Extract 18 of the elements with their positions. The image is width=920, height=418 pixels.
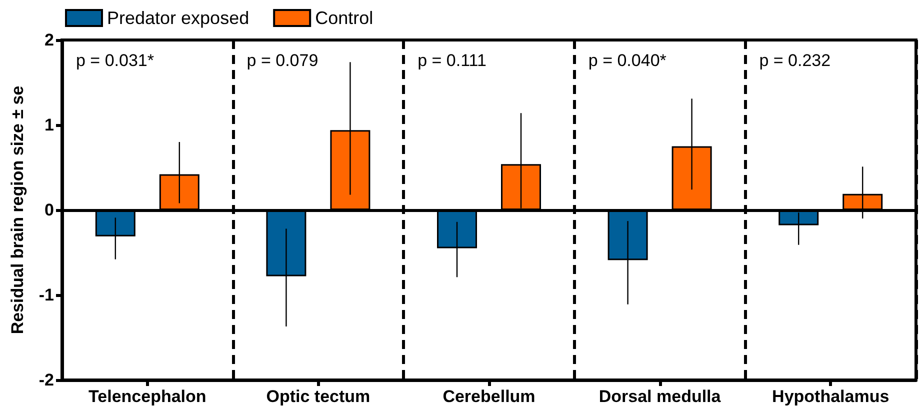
y-tick-label: -1 xyxy=(38,286,54,304)
x-tick-label: Hypothalamus xyxy=(772,387,890,406)
y-tick-label: 0 xyxy=(44,200,54,220)
x-tick-label: Optic tectum xyxy=(266,387,370,406)
y-tick-label: -2 xyxy=(38,370,54,390)
annotation: p = 0.111 xyxy=(418,51,486,70)
legend-label: Control xyxy=(315,8,374,28)
annotation: p = 0.232 xyxy=(759,51,831,70)
annotation: p = 0.040* xyxy=(588,51,667,70)
annotation: p = 0.031* xyxy=(76,51,154,70)
annotation: p = 0.079 xyxy=(246,51,318,70)
x-tick-label: Cerebellum xyxy=(442,387,536,406)
x-tick-label: Dorsal medulla xyxy=(598,387,722,406)
legend-label: Predator exposed xyxy=(107,8,250,28)
y-axis-title: Residual brain region size ± se xyxy=(8,86,27,334)
y-tick-label: 1 xyxy=(44,116,54,134)
x-tick-label: Telencephalon xyxy=(88,387,206,406)
y-tick-label: 2 xyxy=(44,30,54,50)
